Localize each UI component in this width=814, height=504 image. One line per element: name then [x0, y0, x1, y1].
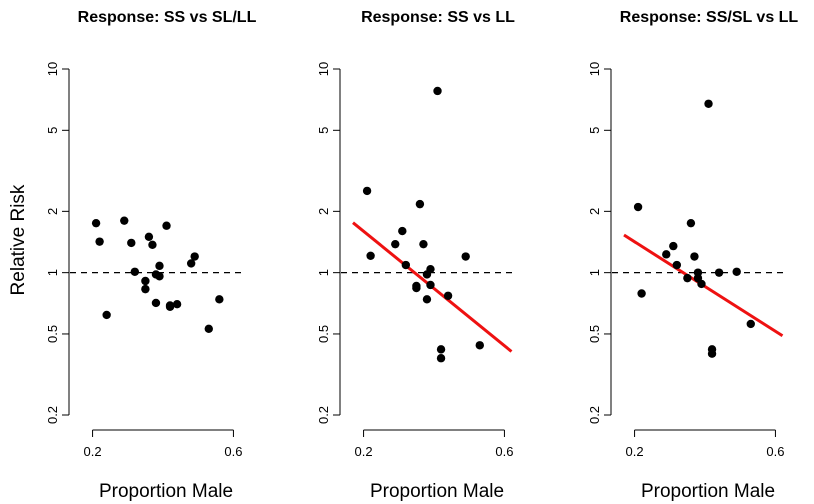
- x-axis-label: Proportion Male: [370, 481, 504, 502]
- data-point: [204, 324, 213, 334]
- x-tick-label: 0.6: [766, 444, 784, 459]
- data-point: [637, 289, 646, 298]
- data-point: [433, 86, 442, 96]
- y-tick-label: 0.2: [316, 406, 331, 424]
- data-point: [436, 354, 446, 363]
- y-tick-label: 5: [316, 127, 331, 134]
- chart-title: Response: SS vs SL/LL: [78, 9, 257, 26]
- y-tick-label: 2: [45, 208, 60, 215]
- data-point: [633, 202, 643, 212]
- data-point: [144, 232, 154, 241]
- data-point: [162, 221, 171, 230]
- data-point: [362, 186, 372, 196]
- data-point: [391, 239, 400, 249]
- figure-y-axis-label: Relative Risk: [8, 184, 29, 295]
- y-tick-label: 2: [316, 208, 331, 215]
- y-tick-label: 0.5: [316, 325, 331, 343]
- y-tick-label: 10: [587, 62, 602, 76]
- data-point: [436, 345, 446, 354]
- data-point: [461, 252, 470, 261]
- y-tick-label: 5: [45, 127, 60, 134]
- data-point: [155, 272, 164, 281]
- data-point: [141, 284, 150, 294]
- chart-panel-1: Response: SS vs SL/LL 0.2 0.5 1 2 5 10 0.2 0.6 Pr…: [45, 9, 257, 502]
- x-tick-label: 0.6: [224, 444, 242, 459]
- data-point: [102, 310, 111, 320]
- data-point: [151, 298, 161, 308]
- data-point: [215, 295, 224, 304]
- y-tick-label: 0.5: [45, 325, 60, 343]
- data-point: [95, 237, 104, 246]
- y-tick-label: 10: [316, 62, 331, 76]
- y-tick-label: 2: [587, 208, 602, 215]
- y-tick-label: 1: [316, 269, 331, 276]
- data-point: [165, 301, 175, 310]
- data-point: [707, 349, 717, 358]
- data-point: [690, 252, 699, 261]
- x-tick-label: 0.2: [626, 444, 644, 459]
- data-point: [697, 279, 706, 289]
- chart-title: Response: SS vs LL: [361, 9, 515, 26]
- data-point: [401, 260, 411, 270]
- data-point: [419, 239, 428, 249]
- x-axis-label: Proportion Male: [641, 481, 775, 502]
- data-point: [422, 295, 432, 304]
- data-point: [398, 226, 407, 236]
- data-point: [443, 291, 453, 300]
- data-point: [746, 319, 755, 329]
- data-point: [120, 216, 129, 225]
- data-point: [672, 260, 682, 270]
- data-point: [127, 238, 136, 248]
- data-point: [366, 251, 375, 260]
- y-tick-label: 10: [45, 62, 60, 76]
- data-point: [669, 241, 678, 251]
- data-point: [130, 267, 140, 276]
- data-point: [714, 268, 724, 277]
- data-point: [686, 218, 696, 228]
- y-tick-label: 5: [587, 127, 602, 134]
- data-point: [426, 264, 435, 274]
- data-point: [412, 283, 421, 293]
- data-point: [155, 261, 164, 271]
- y-tick-label: 0.2: [45, 406, 60, 424]
- data-point: [475, 341, 484, 350]
- x-tick-label: 0.2: [84, 444, 102, 459]
- data-point: [190, 252, 199, 261]
- data-point: [141, 276, 150, 286]
- chart-panel-3: Response: SS/SL vs LL 0.2 0.5 1 2 5 10 0.2 0.6 Pr…: [587, 9, 798, 502]
- chart-panels: Response: SS vs SL/LL 0.2 0.5 1 2 5 10 0.2 0.6 Pr…: [45, 9, 798, 502]
- x-axis-label: Proportion Male: [99, 481, 233, 502]
- data-point: [172, 299, 182, 309]
- x-tick-label: 0.2: [355, 444, 373, 459]
- data-point: [415, 199, 425, 209]
- data-point: [91, 218, 101, 228]
- y-tick-label: 0.5: [587, 325, 602, 343]
- data-point: [704, 99, 713, 108]
- data-point: [732, 267, 741, 276]
- y-tick-label: 0.2: [587, 406, 602, 424]
- chart-title: Response: SS/SL vs LL: [620, 9, 799, 26]
- data-point: [426, 280, 435, 290]
- y-tick-label: 1: [45, 269, 60, 276]
- data-point: [662, 250, 671, 259]
- y-tick-label: 1: [587, 269, 602, 276]
- chart-panel-2: Response: SS vs LL 0.2 0.5 1 2 5 10 0.2 0.6 Propo…: [316, 9, 515, 502]
- data-point: [148, 240, 157, 250]
- x-tick-label: 0.6: [495, 444, 513, 459]
- data-point: [683, 273, 692, 283]
- data-point: [186, 259, 196, 268]
